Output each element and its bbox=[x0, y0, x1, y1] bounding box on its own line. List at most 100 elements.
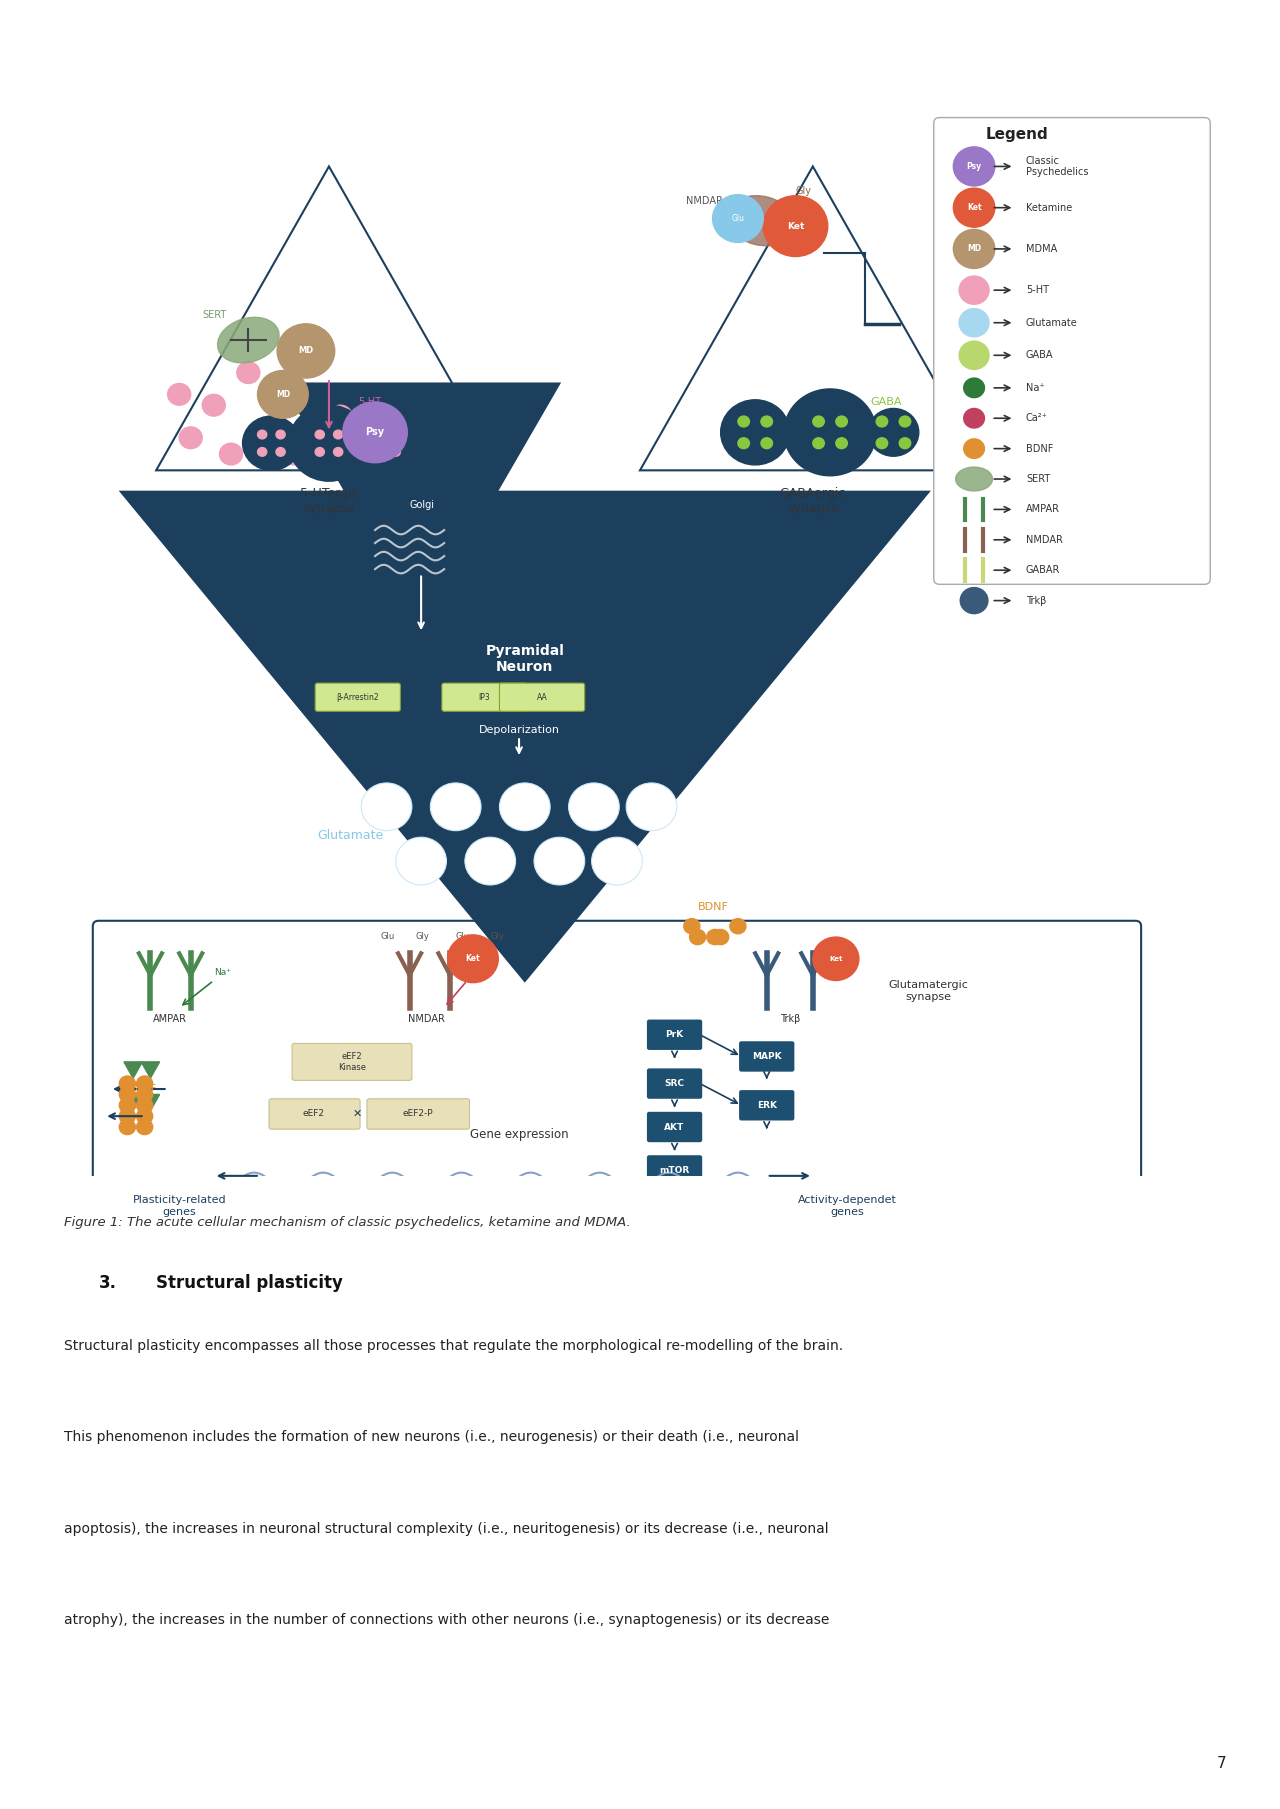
Circle shape bbox=[964, 378, 984, 398]
Text: MDMA: MDMA bbox=[1027, 244, 1057, 253]
Circle shape bbox=[877, 438, 888, 449]
Text: Pyramidal
Neuron: Pyramidal Neuron bbox=[485, 644, 564, 675]
Circle shape bbox=[329, 405, 352, 427]
Circle shape bbox=[361, 420, 412, 467]
Circle shape bbox=[954, 230, 995, 268]
Text: MD: MD bbox=[275, 391, 291, 398]
Text: SRC: SRC bbox=[664, 1080, 685, 1087]
Circle shape bbox=[260, 416, 283, 438]
Text: Classic
Psychedelics: Classic Psychedelics bbox=[1027, 156, 1088, 177]
Text: Psy: Psy bbox=[966, 163, 982, 170]
FancyBboxPatch shape bbox=[367, 1098, 470, 1129]
Text: mTOR: mTOR bbox=[659, 1167, 690, 1174]
Circle shape bbox=[964, 440, 984, 458]
Circle shape bbox=[289, 405, 369, 481]
Circle shape bbox=[760, 438, 773, 449]
Polygon shape bbox=[141, 1094, 160, 1111]
Circle shape bbox=[257, 447, 266, 456]
Text: IP3: IP3 bbox=[479, 693, 490, 702]
Circle shape bbox=[959, 309, 989, 336]
Text: Gly: Gly bbox=[796, 186, 812, 195]
Text: Ca²⁺: Ca²⁺ bbox=[467, 968, 488, 977]
Text: Gly: Gly bbox=[490, 932, 504, 941]
Text: Activity-dependet
genes: Activity-dependet genes bbox=[797, 1196, 897, 1217]
Text: Trkβ: Trkβ bbox=[780, 1013, 800, 1024]
Text: Gene expression: Gene expression bbox=[470, 1127, 568, 1141]
Text: MD: MD bbox=[966, 244, 982, 253]
Circle shape bbox=[465, 838, 516, 885]
FancyBboxPatch shape bbox=[269, 1098, 360, 1129]
Text: Structural plasticity encompasses all those processes that regulate the morpholo: Structural plasticity encompasses all th… bbox=[64, 1339, 844, 1353]
FancyBboxPatch shape bbox=[646, 1069, 703, 1098]
FancyBboxPatch shape bbox=[739, 1091, 795, 1120]
Circle shape bbox=[760, 416, 773, 427]
Circle shape bbox=[334, 447, 343, 456]
Circle shape bbox=[257, 371, 308, 418]
Circle shape bbox=[276, 447, 285, 456]
Ellipse shape bbox=[727, 195, 795, 246]
Text: Ketamine: Ketamine bbox=[1027, 203, 1073, 213]
Polygon shape bbox=[124, 1062, 142, 1078]
Circle shape bbox=[392, 431, 401, 440]
Text: AMPAR: AMPAR bbox=[1027, 505, 1060, 514]
Circle shape bbox=[220, 443, 243, 465]
Circle shape bbox=[960, 588, 988, 613]
Text: AMPAR: AMPAR bbox=[154, 1013, 187, 1024]
Circle shape bbox=[448, 935, 498, 982]
Text: GABAergic
synapse: GABAergic synapse bbox=[780, 487, 846, 514]
Circle shape bbox=[237, 362, 260, 384]
Circle shape bbox=[626, 783, 677, 830]
Text: GABA: GABA bbox=[870, 398, 902, 407]
Text: SERT: SERT bbox=[202, 311, 227, 320]
Text: AA: AA bbox=[536, 693, 548, 702]
Text: apoptosis), the increases in neuronal structural complexity (i.e., neuritogenesi: apoptosis), the increases in neuronal st… bbox=[64, 1521, 828, 1536]
Circle shape bbox=[137, 1098, 152, 1113]
Polygon shape bbox=[141, 1062, 160, 1078]
Circle shape bbox=[361, 783, 412, 830]
Circle shape bbox=[707, 930, 723, 944]
Circle shape bbox=[334, 431, 343, 440]
Circle shape bbox=[430, 783, 481, 830]
Circle shape bbox=[315, 431, 324, 440]
Circle shape bbox=[179, 427, 202, 449]
Polygon shape bbox=[640, 166, 986, 470]
FancyBboxPatch shape bbox=[499, 684, 585, 711]
Text: Glu: Glu bbox=[731, 213, 745, 223]
Text: MD: MD bbox=[298, 347, 314, 355]
Circle shape bbox=[813, 416, 824, 427]
Circle shape bbox=[119, 1109, 136, 1123]
Text: Ket: Ket bbox=[787, 223, 804, 230]
Circle shape bbox=[343, 402, 407, 463]
Circle shape bbox=[591, 838, 643, 885]
Text: AKT: AKT bbox=[664, 1123, 685, 1131]
Circle shape bbox=[315, 447, 324, 456]
Circle shape bbox=[763, 195, 828, 257]
Text: BDNF: BDNF bbox=[698, 903, 728, 912]
Polygon shape bbox=[156, 166, 502, 470]
Text: GABA: GABA bbox=[1027, 351, 1053, 360]
Text: Psy: Psy bbox=[366, 427, 384, 438]
Circle shape bbox=[964, 409, 984, 429]
Circle shape bbox=[243, 416, 301, 470]
Text: Ca²⁺: Ca²⁺ bbox=[1027, 412, 1048, 423]
Circle shape bbox=[137, 1087, 152, 1102]
Text: Depolarization: Depolarization bbox=[479, 725, 559, 734]
Circle shape bbox=[900, 438, 911, 449]
Text: Glu: Glu bbox=[456, 932, 470, 941]
Circle shape bbox=[721, 400, 790, 465]
Circle shape bbox=[713, 195, 763, 242]
Circle shape bbox=[168, 384, 191, 405]
Circle shape bbox=[868, 409, 919, 456]
Text: NMDAR: NMDAR bbox=[686, 197, 723, 206]
Text: Na⁺: Na⁺ bbox=[1027, 384, 1044, 393]
Circle shape bbox=[119, 1087, 136, 1102]
Circle shape bbox=[276, 431, 285, 440]
Text: PrK: PrK bbox=[666, 1031, 684, 1038]
Circle shape bbox=[396, 838, 447, 885]
Text: 5-HTergic
synapse: 5-HTergic synapse bbox=[300, 487, 358, 514]
Circle shape bbox=[713, 930, 728, 944]
Circle shape bbox=[278, 324, 335, 378]
Text: Glutamatergic
synapse: Glutamatergic synapse bbox=[888, 980, 968, 1002]
Circle shape bbox=[730, 919, 746, 933]
Circle shape bbox=[202, 394, 225, 416]
